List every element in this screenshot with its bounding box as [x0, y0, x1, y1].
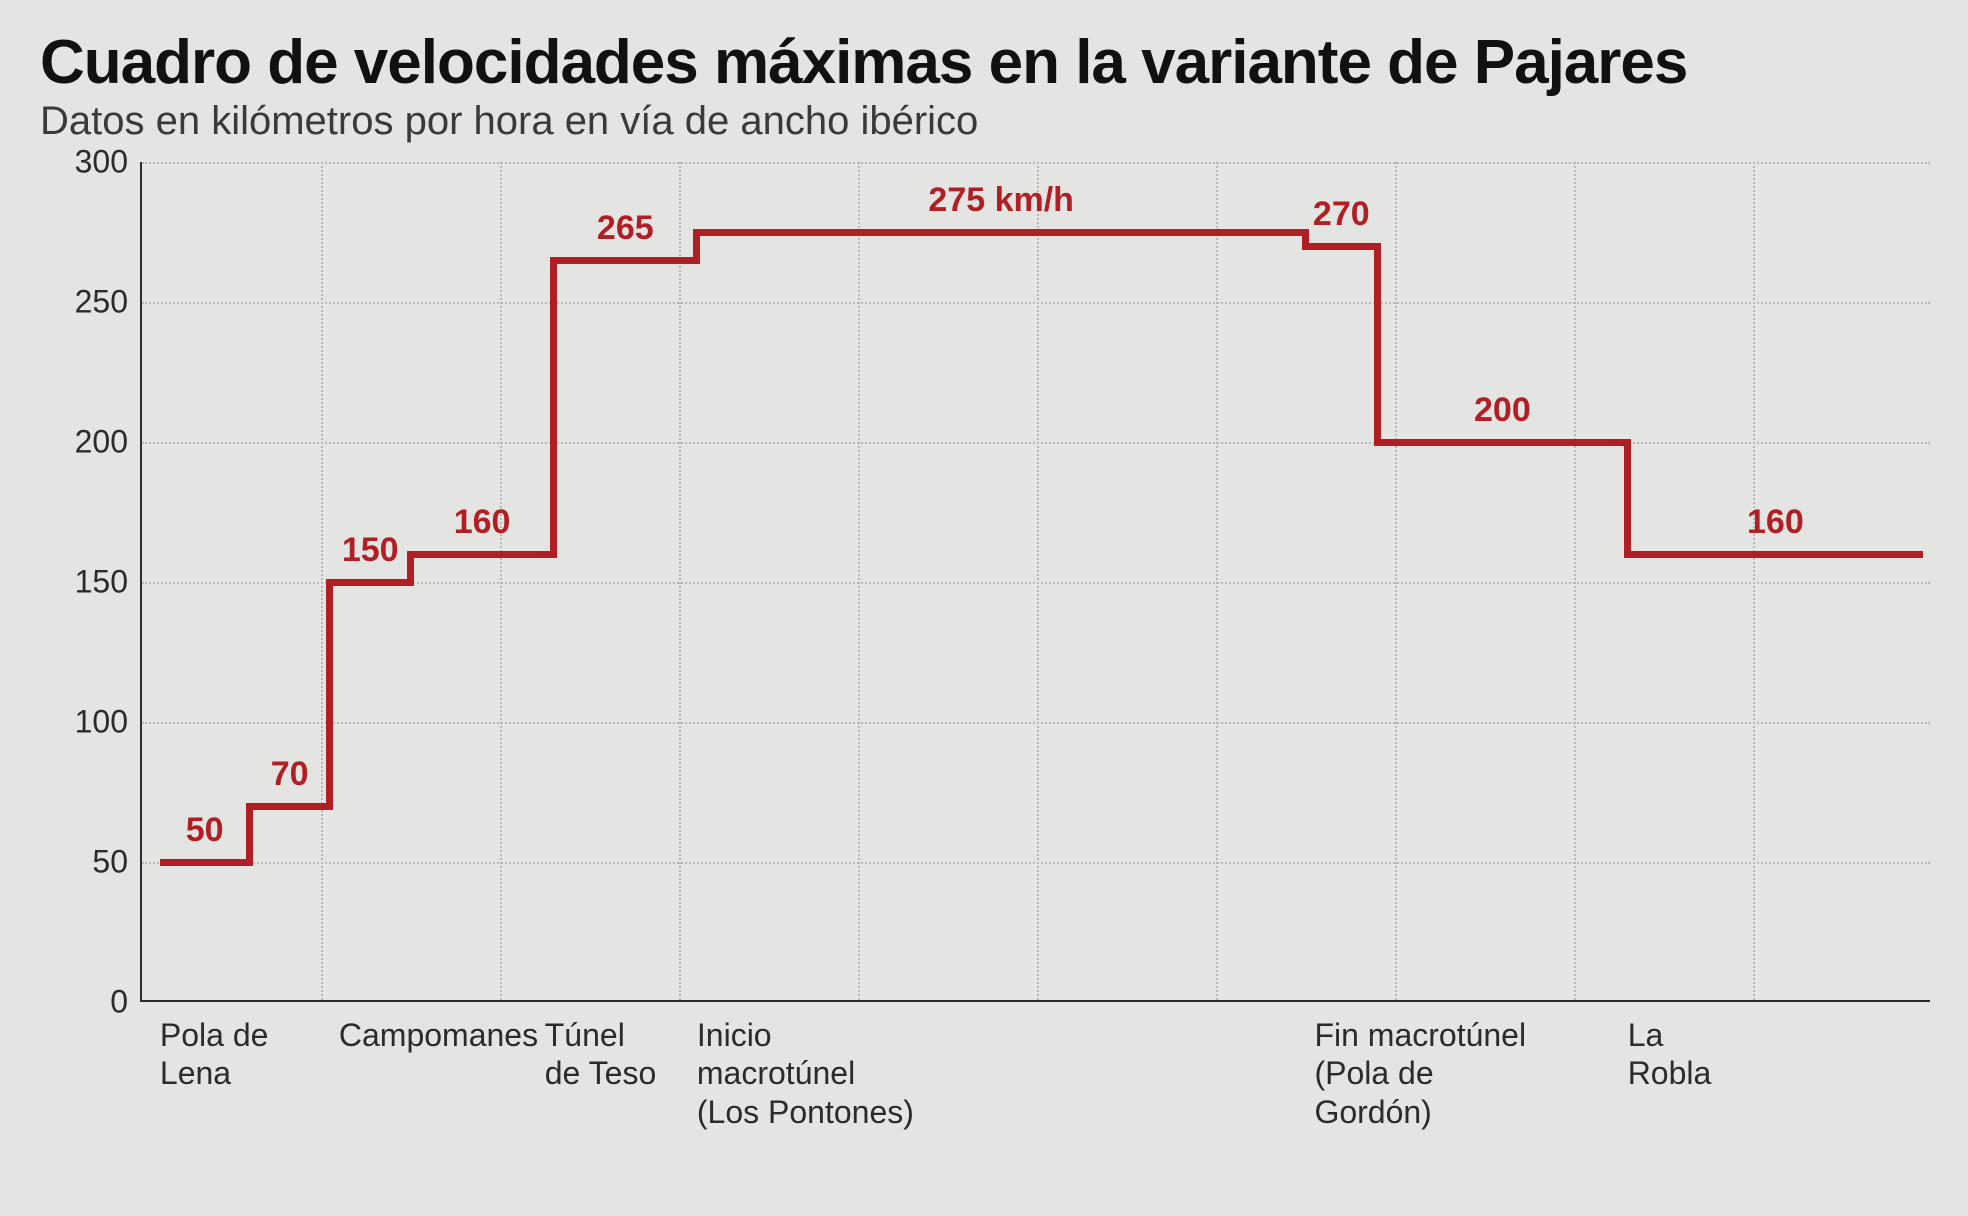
step-riser — [550, 257, 557, 558]
x-axis-label: Túnel de Teso — [545, 1016, 657, 1093]
step-segment — [554, 257, 697, 264]
grid-line-horizontal — [142, 722, 1930, 724]
step-segment — [160, 859, 250, 866]
grid-line-vertical — [321, 162, 323, 1000]
value-label: 50 — [186, 811, 224, 850]
y-tick-label: 250 — [75, 284, 142, 321]
x-axis-label: Campomanes — [339, 1016, 538, 1054]
grid-line-vertical — [500, 162, 502, 1000]
y-tick-label: 100 — [75, 704, 142, 741]
grid-line-horizontal — [142, 302, 1930, 304]
grid-line-vertical — [858, 162, 860, 1000]
value-label: 70 — [271, 755, 309, 794]
x-axis-label: Pola de Lena — [160, 1016, 269, 1093]
step-segment — [1628, 551, 1923, 558]
y-tick-label: 300 — [75, 144, 142, 181]
y-tick-label: 150 — [75, 564, 142, 601]
step-segment — [697, 229, 1306, 236]
step-riser — [326, 579, 333, 810]
step-segment — [249, 803, 330, 810]
grid-line-vertical — [1037, 162, 1039, 1000]
value-label: 270 — [1313, 195, 1370, 234]
grid-line-vertical — [1395, 162, 1397, 1000]
x-axis-label: La Robla — [1628, 1016, 1712, 1093]
value-label: 160 — [1747, 503, 1804, 542]
step-riser — [246, 803, 253, 866]
value-label: 275 km/h — [928, 181, 1074, 220]
step-segment — [330, 579, 411, 586]
x-axis-labels: Pola de LenaCampomanesTúnel de TesoInici… — [142, 1000, 1930, 1016]
chart-subtitle: Datos en kilómetros por hora en vía de a… — [40, 99, 1928, 144]
y-tick-label: 0 — [110, 984, 142, 1021]
grid-line-vertical — [1753, 162, 1755, 1000]
grid-line-vertical — [1574, 162, 1576, 1000]
step-riser — [1374, 243, 1381, 446]
grid-line-horizontal — [142, 442, 1930, 444]
grid-line-horizontal — [142, 162, 1930, 164]
grid-line-vertical — [679, 162, 681, 1000]
x-axis-label: Fin macrotúnel (Pola de Gordón) — [1314, 1016, 1526, 1131]
chart-title: Cuadro de velocidades máximas en la vari… — [40, 30, 1928, 95]
y-tick-label: 200 — [75, 424, 142, 461]
step-segment — [411, 551, 554, 558]
y-tick-label: 50 — [92, 844, 142, 881]
value-label: 150 — [342, 531, 399, 570]
value-label: 265 — [597, 209, 654, 248]
grid-line-horizontal — [142, 862, 1930, 864]
step-segment — [1306, 243, 1378, 250]
value-label: 160 — [454, 503, 511, 542]
chart-container: Pola de Lena CampomanesTúnel de Teso Inici… — [40, 162, 1928, 1162]
step-riser — [1624, 439, 1631, 558]
value-label: 200 — [1474, 391, 1531, 430]
plot-area: Pola de LenaCampomanesTúnel de TesoInici… — [140, 162, 1930, 1002]
step-segment — [1377, 439, 1628, 446]
x-axis-label: Inicio macrotúnel (Los Pontones) — [697, 1016, 914, 1131]
grid-line-vertical — [1216, 162, 1218, 1000]
chart-page: Cuadro de velocidades máximas en la vari… — [0, 0, 1968, 1216]
